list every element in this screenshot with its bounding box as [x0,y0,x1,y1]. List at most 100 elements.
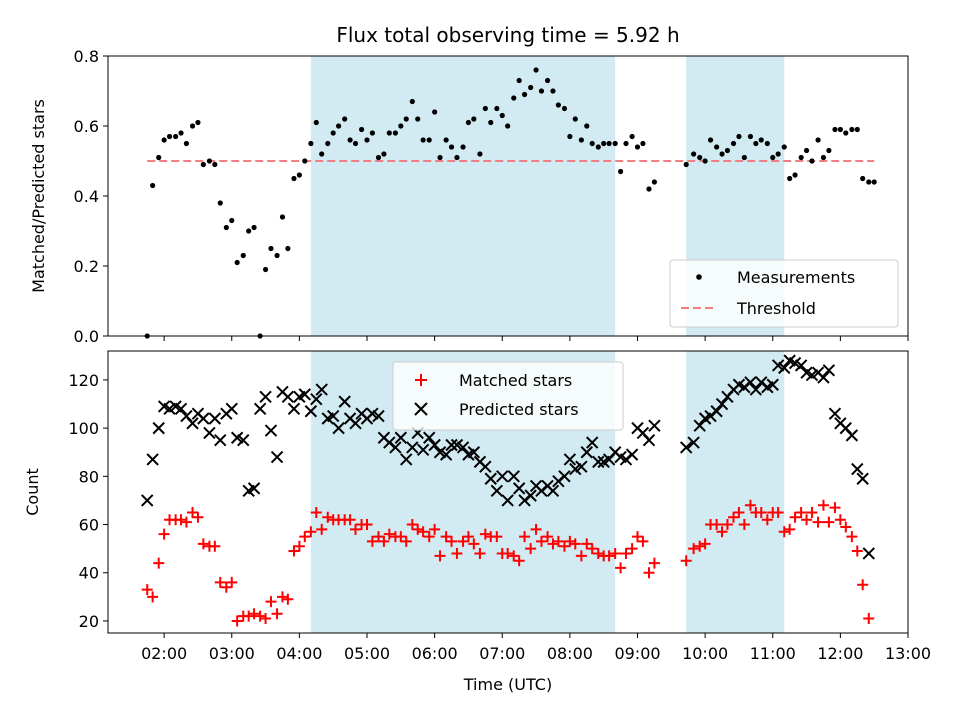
predicted-stars-point [298,388,311,401]
matched-stars-point [609,547,621,559]
measurement-point [741,154,747,161]
matched-stars-point [243,610,255,622]
x-tick-label: 07:00 [479,644,525,663]
matched-stars-point [694,540,706,552]
predicted-stars-point [625,448,639,461]
matched-stars-point [761,514,773,526]
measurement-point [578,137,584,143]
measurement-point [195,119,201,126]
matched-stars-point [637,535,649,547]
legend-label-measurements: Measurements [737,268,855,287]
predicted-stars-point [428,438,441,452]
measurement-point [747,133,754,140]
matched-stars-point [525,543,537,555]
matched-stars-point [569,538,581,550]
predicted-stars-point [439,448,453,461]
top-legend-box [669,259,899,328]
x-tick-label: 12:00 [817,644,863,663]
predicted-stars-point [490,484,504,498]
predicted-stars-point [817,371,830,384]
y-tick-label: 0.8 [74,47,99,66]
predicted-stars-point [642,433,656,447]
matched-stars-point [147,591,159,603]
predicted-stars-point [270,450,284,464]
predicted-stars-point [203,426,216,440]
measurement-point [724,147,731,154]
x-tick-label: 04:00 [276,644,322,663]
measurement-point [291,175,297,182]
matched-stars-point [350,523,362,535]
measurement-point [697,154,703,161]
measurement-point [736,133,742,140]
matched-stars-point [180,516,192,528]
measurement-points [144,67,877,339]
y-tick-label: 0.4 [74,187,99,206]
matched-stars-point [158,528,170,540]
matched-stars-point [851,545,863,557]
matched-stars-point [226,576,238,588]
matched-stars-point [457,535,469,547]
matched-stars-point [248,608,260,620]
measurement-point [561,105,568,112]
measurement-point [358,126,365,133]
predicted-stars-point [845,429,859,442]
matched-stars-point [417,526,429,538]
measurement-point [871,179,877,185]
matched-stars-point [857,579,869,591]
measurement-point [544,77,551,84]
bottom-axes-frame [107,350,909,634]
measurement-point [516,77,522,84]
matched-stars-point [197,538,209,550]
predicted-stars-point [152,421,165,435]
measurement-point [787,175,793,182]
measurement-point [403,116,409,122]
matched-stars-point [834,514,846,526]
predicted-stars-point [310,392,323,406]
predicted-stars-point [445,438,458,452]
bottom-legend: Matched stars Predicted stars [392,361,624,431]
legend-marker-measurements [696,274,702,280]
matched-stars-point [801,514,813,526]
measurement-point [460,144,466,150]
measurement-point [707,137,714,143]
matched-stars-point [260,613,272,625]
measurement-point [308,140,314,147]
measurement-point [183,140,190,147]
matched-stars-point [254,610,266,622]
y-tick-label: 120 [68,371,99,390]
measurement-point [494,105,500,112]
matched-stars-point [361,519,373,531]
predicted-stars-point [197,412,210,425]
predicted-stars-point [687,436,700,449]
matched-stars-point [530,523,542,535]
matched-stars-point [316,523,328,535]
matched-stars-point [552,535,564,547]
measurement-point [302,158,308,164]
predicted-stars-point [400,453,413,466]
measurement-point [691,151,697,157]
predicted-stars-point [592,455,605,469]
measurement-point [369,130,376,136]
x-tick-label: 13:00 [885,644,931,663]
matched-stars-point [738,519,750,531]
matched-stars-point [542,531,554,543]
matched-stars-point [153,557,165,569]
measurement-point [477,151,483,157]
legend-label-threshold: Threshold [736,299,816,318]
measurement-point [792,172,798,178]
predicted-stars-point [749,383,763,396]
y-tick-label: 0.0 [74,327,99,346]
predicted-stars-point [394,431,408,444]
top-y-axis-label: Matched/Predicted stars [29,99,48,293]
measurement-point [528,84,534,91]
predicted-stars-point [778,361,791,375]
matched-stars-point [603,550,615,562]
matched-stars-point [558,540,570,552]
measurement-point [178,130,184,136]
shaded-interval-1 [310,56,616,336]
predicted-stars-point [332,421,345,435]
measurement-point [398,123,404,129]
matched-stars-point [772,506,784,518]
measurement-point [837,126,843,133]
predicted-stars-point [501,494,514,507]
